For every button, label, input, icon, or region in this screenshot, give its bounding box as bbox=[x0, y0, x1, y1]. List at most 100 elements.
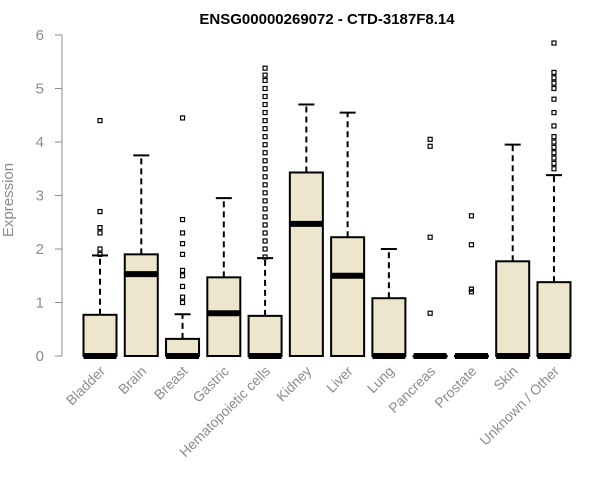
y-tick-label: 2 bbox=[36, 241, 44, 258]
box-body bbox=[123, 253, 159, 358]
outlier-point bbox=[551, 85, 557, 92]
outlier-point bbox=[262, 77, 268, 84]
outlier-point bbox=[179, 216, 186, 223]
box-kidney bbox=[288, 103, 324, 357]
outlier-point bbox=[551, 75, 557, 81]
y-axis: 0 1 2 3 4 5 6 bbox=[36, 27, 63, 365]
outlier-point bbox=[262, 109, 268, 116]
box-body bbox=[288, 171, 324, 357]
outlier-point bbox=[179, 115, 186, 121]
x-tick-label: Liver bbox=[323, 363, 356, 396]
outlier-point bbox=[427, 310, 433, 316]
outlier-point bbox=[97, 251, 103, 257]
outlier-point bbox=[427, 143, 433, 149]
x-tick-label: Prostate bbox=[431, 363, 479, 411]
box-pancreas bbox=[412, 136, 448, 359]
outlier-point bbox=[551, 96, 557, 102]
outlier-point bbox=[179, 283, 186, 290]
x-tick-label: Brain bbox=[115, 363, 149, 397]
x-tick-label: Kidney bbox=[273, 363, 315, 405]
outlier-point bbox=[262, 72, 268, 78]
outlier-point bbox=[468, 286, 475, 292]
outlier-point bbox=[262, 246, 268, 252]
outlier-point bbox=[97, 117, 103, 124]
boxes-group bbox=[82, 40, 572, 359]
outlier-point bbox=[179, 230, 186, 236]
outlier-point bbox=[262, 93, 268, 100]
y-axis-label: Expression bbox=[0, 163, 17, 237]
x-tick-label: Bladder bbox=[63, 363, 109, 409]
x-tick-label: Lung bbox=[364, 363, 397, 396]
outlier-point bbox=[262, 190, 268, 196]
outlier-point bbox=[262, 214, 268, 220]
outlier-point bbox=[262, 65, 268, 71]
outlier-point bbox=[551, 166, 557, 172]
outlier-point bbox=[262, 158, 268, 164]
chart-title: ENSG00000269072 - CTD-3187F8.14 bbox=[199, 11, 455, 28]
outlier-point bbox=[551, 150, 557, 156]
outlier-point bbox=[262, 254, 268, 260]
outlier-point bbox=[427, 234, 433, 240]
outlier-point bbox=[179, 241, 186, 247]
outlier-point bbox=[551, 69, 557, 76]
outlier-point bbox=[179, 267, 186, 273]
outlier-point bbox=[551, 134, 557, 140]
outlier-point bbox=[551, 40, 557, 46]
box-unknown-other bbox=[536, 40, 572, 359]
outlier-point bbox=[262, 206, 268, 212]
box-bladder bbox=[82, 117, 118, 359]
box-breast bbox=[165, 115, 201, 359]
y-tick-label: 6 bbox=[36, 27, 44, 44]
outlier-point bbox=[551, 139, 557, 145]
outlier-point bbox=[262, 85, 268, 92]
outlier-point bbox=[97, 225, 103, 231]
outlier-point bbox=[262, 126, 268, 132]
outlier-point bbox=[262, 238, 268, 244]
box-skin bbox=[495, 143, 531, 359]
outlier-point bbox=[179, 294, 186, 300]
y-tick-label: 1 bbox=[36, 295, 44, 312]
box-body bbox=[371, 297, 407, 357]
outlier-point bbox=[468, 289, 475, 295]
outlier-point bbox=[262, 198, 268, 204]
outlier-point bbox=[551, 155, 557, 161]
outlier-point bbox=[262, 230, 268, 236]
outlier-point bbox=[262, 182, 268, 188]
box-body bbox=[247, 314, 283, 357]
x-tick-label: Skin bbox=[490, 363, 521, 394]
box-prostate bbox=[453, 213, 489, 359]
y-tick-label: 4 bbox=[36, 134, 44, 151]
box-lung bbox=[371, 248, 407, 359]
outlier-point bbox=[97, 208, 103, 215]
outlier-point bbox=[262, 222, 268, 228]
outlier-point bbox=[262, 142, 268, 148]
box-body bbox=[536, 281, 572, 358]
box-body bbox=[82, 313, 118, 357]
outlier-point bbox=[551, 160, 557, 166]
outlier-point bbox=[262, 117, 268, 124]
outlier-point bbox=[551, 123, 557, 129]
outlier-point bbox=[262, 174, 268, 180]
box-liver bbox=[330, 111, 366, 357]
outlier-point bbox=[468, 213, 475, 219]
outlier-point bbox=[262, 101, 268, 108]
y-tick-label: 0 bbox=[36, 348, 44, 365]
outlier-point bbox=[468, 242, 475, 248]
outlier-point bbox=[179, 273, 186, 279]
box-body bbox=[330, 236, 366, 357]
box-hematopoietic-cells bbox=[247, 65, 283, 359]
box-body bbox=[206, 276, 242, 358]
outlier-point bbox=[262, 134, 268, 140]
outlier-point bbox=[97, 246, 103, 252]
box-gastric bbox=[206, 197, 242, 358]
box-brain bbox=[123, 154, 159, 358]
x-tick-label: Breast bbox=[151, 363, 191, 403]
outlier-point bbox=[179, 299, 186, 306]
outlier-point bbox=[551, 144, 557, 150]
outlier-point bbox=[262, 166, 268, 172]
y-tick-label: 5 bbox=[36, 81, 44, 98]
outlier-point bbox=[551, 109, 557, 116]
